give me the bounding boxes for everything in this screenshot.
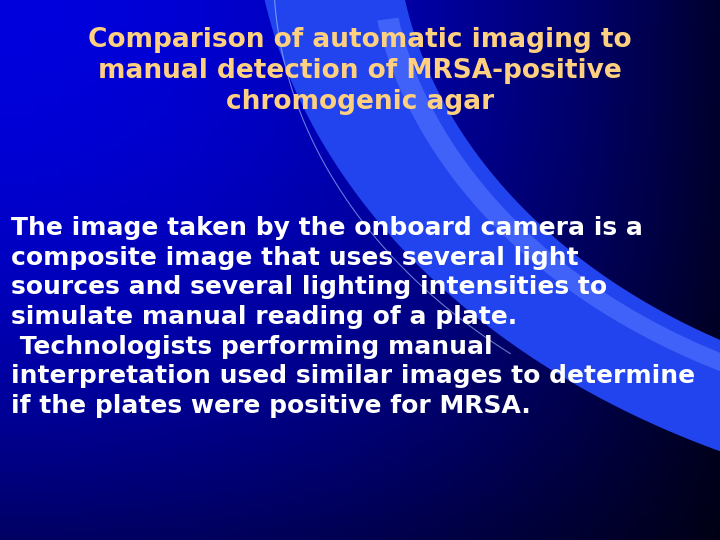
Text: Comparison of automatic imaging to
manual detection of MRSA-positive
chromogenic: Comparison of automatic imaging to manua…	[88, 27, 632, 115]
PathPatch shape	[377, 18, 720, 410]
PathPatch shape	[255, 0, 720, 504]
Text: The image taken by the onboard camera is a
composite image that uses several lig: The image taken by the onboard camera is…	[11, 216, 695, 418]
